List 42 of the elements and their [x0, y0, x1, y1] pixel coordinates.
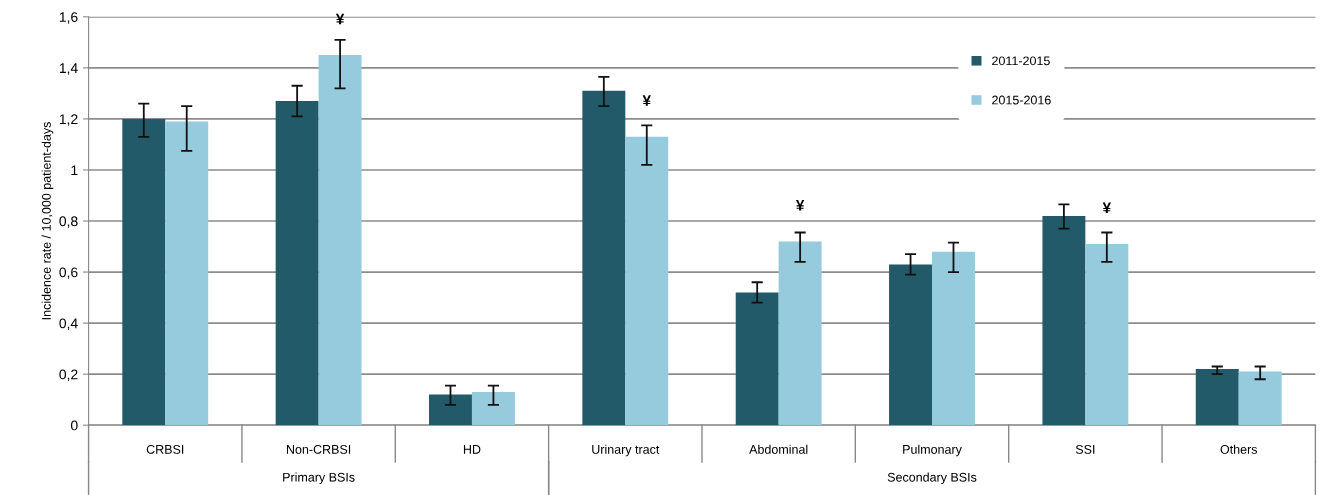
legend-label: 2015-2016: [992, 95, 1051, 105]
bar: [1085, 243, 1129, 426]
bar: [778, 241, 822, 426]
x-tick-label: HD: [463, 445, 481, 454]
annotation: ¥: [795, 199, 805, 211]
bar: [122, 118, 166, 426]
y-tick-label: 1,6: [59, 12, 78, 24]
y-tick-label: 0: [70, 420, 78, 431]
y-tick-label: 0,2: [59, 369, 78, 381]
x-tick-label: CRBSI: [146, 444, 184, 454]
x-tick-label: Others: [1220, 444, 1258, 454]
bar: [625, 136, 669, 426]
bar: [318, 55, 362, 426]
x-tick-label: Pulmonary: [903, 444, 962, 457]
bar: [165, 121, 209, 426]
bar: [429, 394, 472, 426]
y-tick-label: 0,6: [59, 267, 78, 279]
y-tick-label: 1: [71, 165, 78, 175]
annotation: ¥: [642, 95, 651, 106]
x-tick-label: SSI: [1075, 444, 1095, 454]
annotation: ¥: [335, 13, 345, 25]
y-tick-label: 1,2: [59, 114, 78, 126]
y-tick-label: 1,4: [59, 63, 78, 75]
y-tick-label: 0,4: [59, 318, 78, 330]
annotation: ¥: [1102, 202, 1112, 214]
bar: [582, 90, 626, 426]
bar: [471, 392, 515, 426]
bar: [889, 264, 933, 426]
bar: [1042, 215, 1086, 426]
y-axis-title: Incidence rate / 10,000 patient-days: [41, 122, 54, 320]
x-tick-label: Abdominal: [749, 444, 808, 454]
text: Secondary BSIs: [887, 472, 977, 485]
legend-label: 2011-2015: [992, 56, 1050, 66]
bar: [1195, 369, 1239, 426]
x-tick-label: Non-CRBSI: [286, 444, 351, 454]
bar: [932, 251, 975, 426]
x-tick-label: Urinary tract: [592, 444, 660, 457]
y-tick-label: 0,8: [59, 216, 78, 228]
text: Primary BSIs: [283, 472, 355, 485]
bar: [275, 101, 319, 426]
bar: [735, 292, 779, 426]
bar: [1238, 371, 1282, 426]
